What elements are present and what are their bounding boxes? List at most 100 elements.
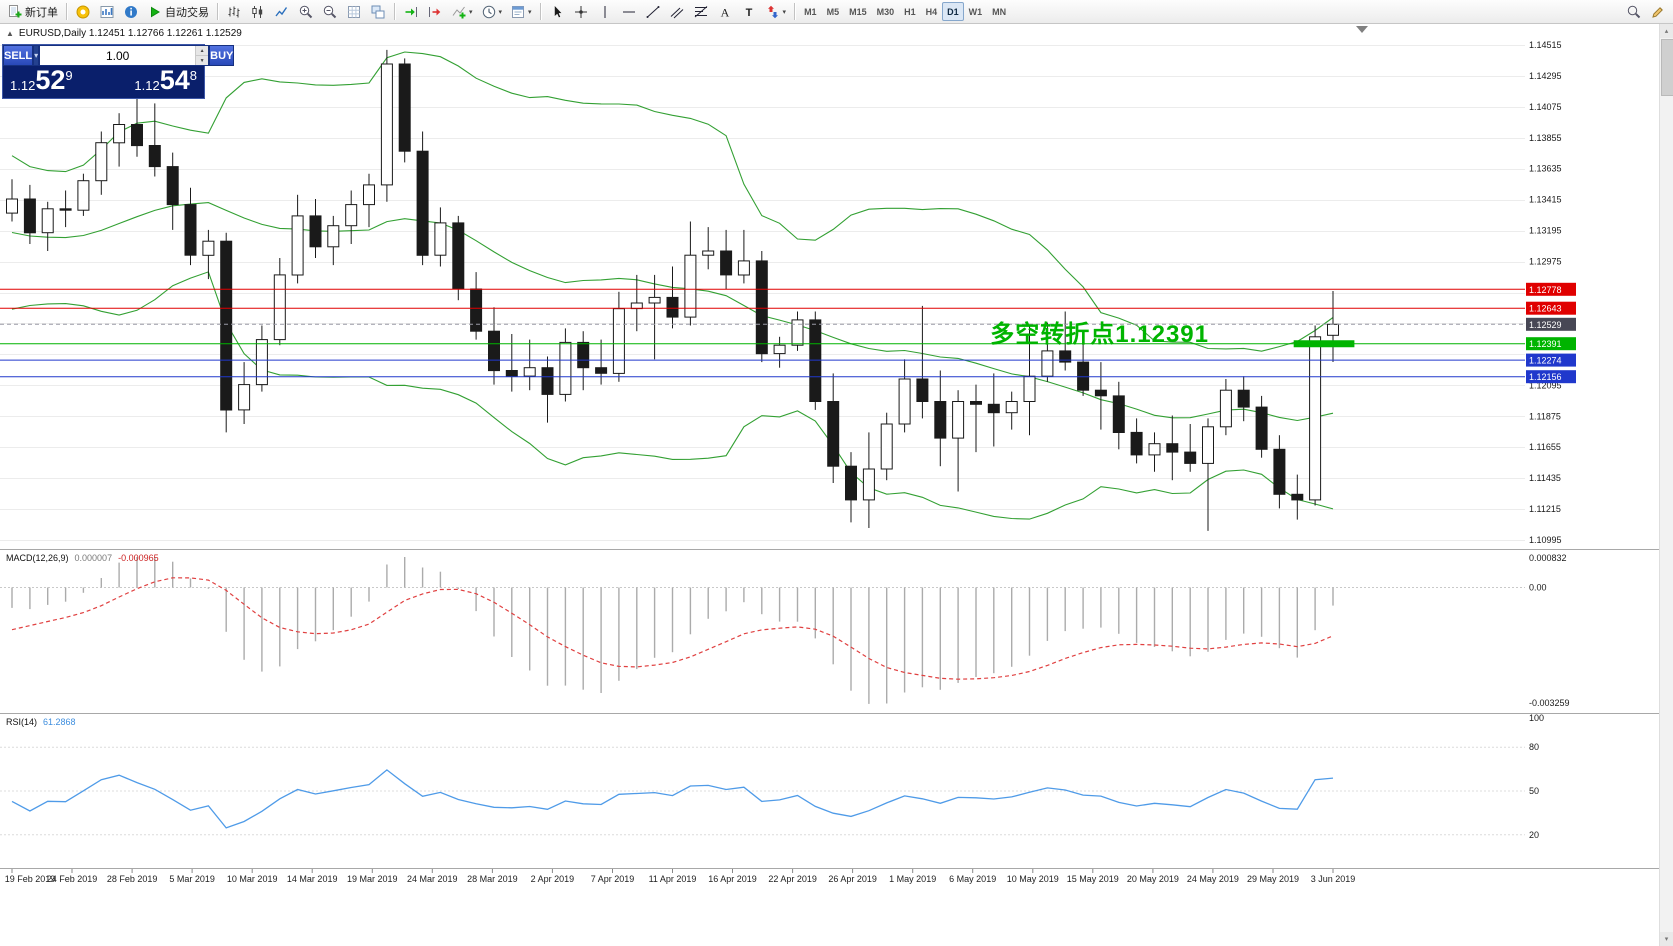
tf-m30-button[interactable]: M30 xyxy=(872,2,900,21)
search-button[interactable] xyxy=(1622,1,1646,23)
buy-price-big: 54 xyxy=(159,65,190,95)
channel-button[interactable] xyxy=(665,1,689,23)
line-chart-button[interactable] xyxy=(270,1,294,23)
collapse-panel-icon[interactable]: ▲ xyxy=(6,29,14,38)
candle xyxy=(970,384,982,453)
sell-price-sup: 9 xyxy=(65,68,73,83)
candle xyxy=(113,113,126,167)
zoom-in-icon xyxy=(298,4,314,20)
tf-mn-button[interactable]: MN xyxy=(987,2,1011,21)
svg-text:2 Apr 2019: 2 Apr 2019 xyxy=(531,874,575,884)
volume-preset-dropdown[interactable]: ▾ xyxy=(33,45,40,66)
dropdown-arrow-icon: ▾ xyxy=(782,8,787,16)
sell-price-big: 52 xyxy=(35,65,66,95)
candle xyxy=(1094,362,1107,430)
tf-h1-button[interactable]: H1 xyxy=(899,2,921,21)
edit-button[interactable] xyxy=(1646,1,1670,23)
edit-icon xyxy=(1650,4,1666,20)
svg-text:1.12391: 1.12391 xyxy=(1529,339,1562,349)
indicators-button[interactable]: ▾ xyxy=(447,1,477,23)
scroll-up-button[interactable]: ▴ xyxy=(1660,24,1673,38)
data-window-button[interactable] xyxy=(119,1,143,23)
candle xyxy=(452,215,465,301)
tf-m15-button[interactable]: M15 xyxy=(844,2,872,21)
candlestick-chart-button[interactable] xyxy=(246,1,270,23)
svg-text:6 May 2019: 6 May 2019 xyxy=(949,874,996,884)
label-button[interactable]: T xyxy=(737,1,761,23)
candle xyxy=(1237,376,1250,422)
tf-d1-button[interactable]: D1 xyxy=(942,2,964,21)
price-chart-canvas[interactable]: 1.14515 1.14295 1.14075 1.13855 1.13635 1.134… xyxy=(0,24,1659,946)
grid-button[interactable] xyxy=(342,1,366,23)
svg-text:15 May 2019: 15 May 2019 xyxy=(1067,874,1119,884)
price-tag: 1.12529 xyxy=(1526,317,1576,331)
sell-button[interactable]: SELL xyxy=(3,45,34,66)
auto-trading-button[interactable]: 自动交易 xyxy=(143,1,213,23)
tf-h4-button[interactable]: H4 xyxy=(921,2,943,21)
volume-up-button[interactable]: ▲ xyxy=(195,46,209,55)
vertical-scrollbar[interactable]: ▴ ▾ xyxy=(1659,24,1673,946)
horizontal-line-button[interactable] xyxy=(617,1,641,23)
candle xyxy=(1273,435,1286,509)
candle xyxy=(523,339,536,391)
linechart-icon xyxy=(274,4,290,20)
candle xyxy=(541,356,554,423)
chart-shift-button[interactable] xyxy=(423,1,447,23)
scrollbar-thumb[interactable] xyxy=(1661,39,1673,96)
rsi-axis: 100 80 50 20 xyxy=(1529,713,1544,840)
new-order-button[interactable]: 新订单 xyxy=(3,1,62,23)
fibonacci-button[interactable] xyxy=(689,1,713,23)
zoom-out-button[interactable] xyxy=(318,1,342,23)
svg-text:1.11875: 1.11875 xyxy=(1529,411,1561,421)
candle xyxy=(1255,395,1268,458)
text-icon: A xyxy=(717,4,733,20)
candle xyxy=(916,305,929,419)
tile-windows-button[interactable] xyxy=(366,1,390,23)
tf-w1-button[interactable]: W1 xyxy=(964,2,988,21)
info-icon xyxy=(123,4,139,20)
buy-price-sup: 8 xyxy=(189,68,197,83)
candle xyxy=(1005,391,1018,430)
cursor-button[interactable] xyxy=(545,1,569,23)
volume-down-button[interactable]: ▼ xyxy=(195,55,209,65)
svg-text:10 Mar 2019: 10 Mar 2019 xyxy=(227,874,278,884)
scroll-down-button[interactable]: ▾ xyxy=(1660,932,1673,946)
community-button[interactable] xyxy=(71,1,95,23)
arrows-button[interactable]: ▾ xyxy=(761,1,791,23)
candle xyxy=(255,325,268,392)
vertical-line-button[interactable] xyxy=(593,1,617,23)
volume-input[interactable] xyxy=(40,46,196,65)
svg-text:7 Apr 2019: 7 Apr 2019 xyxy=(591,874,635,884)
trendline-button[interactable] xyxy=(641,1,665,23)
svg-text:1.12095: 1.12095 xyxy=(1529,380,1562,390)
svg-text:1 May 2019: 1 May 2019 xyxy=(889,874,936,884)
rsi-label: RSI(14) xyxy=(6,717,38,727)
zoom-in-button[interactable] xyxy=(294,1,318,23)
crosshair-button[interactable] xyxy=(569,1,593,23)
vline-icon xyxy=(597,4,613,20)
candles-icon xyxy=(250,4,266,20)
bar-chart-button[interactable] xyxy=(222,1,246,23)
new-order-icon xyxy=(7,4,23,20)
toolbar-separator xyxy=(217,3,218,20)
tf-m5-button[interactable]: M5 xyxy=(822,2,845,21)
price-gridlines xyxy=(0,45,1525,541)
svg-text:1.14515: 1.14515 xyxy=(1529,40,1562,50)
chart-window[interactable]: 1.14515 1.14295 1.14075 1.13855 1.13635 1.134… xyxy=(0,24,1659,946)
tf-m1-button[interactable]: M1 xyxy=(799,2,822,21)
auto-scroll-button[interactable] xyxy=(399,1,423,23)
buy-button[interactable]: BUY xyxy=(209,45,235,66)
price-levels[interactable] xyxy=(0,288,1525,378)
chart-shift-marker[interactable] xyxy=(1356,26,1368,33)
toolbar-separator xyxy=(794,3,796,20)
templates-button[interactable]: ▾ xyxy=(506,1,536,23)
candle xyxy=(845,452,857,523)
svg-text:-0.003259: -0.003259 xyxy=(1529,698,1570,708)
trendline-icon xyxy=(645,4,661,20)
market-watch-button[interactable] xyxy=(95,1,119,23)
hline-icon xyxy=(621,4,637,20)
text-button[interactable]: A xyxy=(713,1,737,23)
periods-button[interactable]: ▾ xyxy=(477,1,507,23)
candle xyxy=(202,229,215,280)
svg-text:26 Apr 2019: 26 Apr 2019 xyxy=(828,874,877,884)
